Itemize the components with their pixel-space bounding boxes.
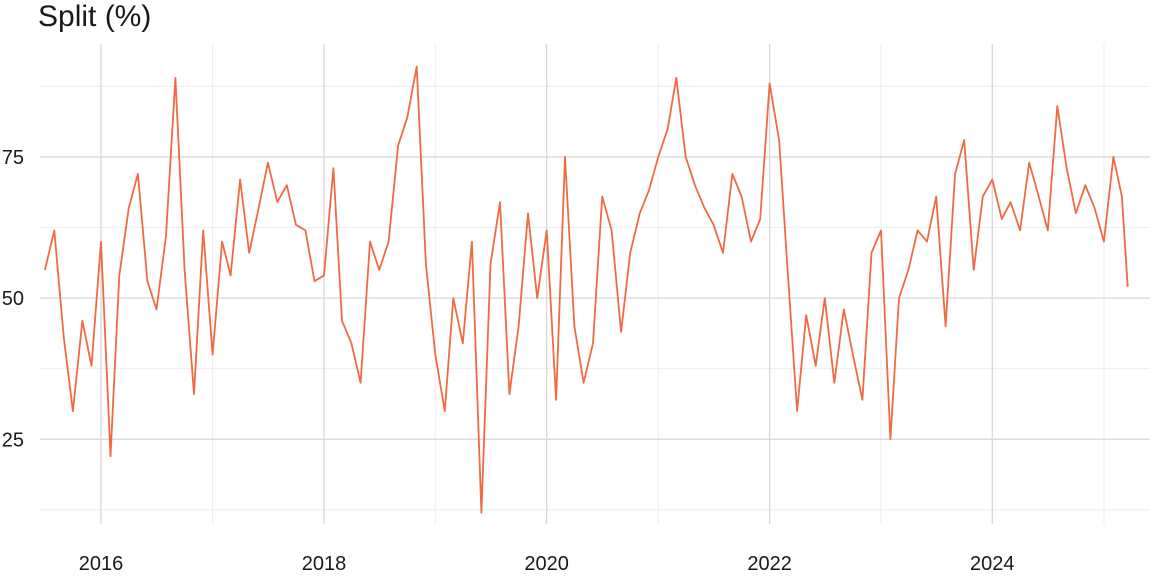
x-tick-label: 2018 <box>302 553 347 575</box>
series-line-group <box>44 65 1129 514</box>
x-tick-label: 2024 <box>970 553 1015 575</box>
tick-labels: 2016 2018 2020 2022 2024 25 50 75 <box>2 147 1015 575</box>
y-tick-label: 50 <box>2 288 24 310</box>
series-line <box>44 65 1129 514</box>
chart-title: Split (%) <box>38 0 152 33</box>
x-tick-label: 2022 <box>747 553 792 575</box>
y-tick-label: 75 <box>2 147 24 169</box>
grid-lines <box>40 44 1150 524</box>
x-tick-label: 2016 <box>79 553 124 575</box>
y-tick-label: 25 <box>2 429 24 451</box>
x-tick-label: 2020 <box>524 553 569 575</box>
